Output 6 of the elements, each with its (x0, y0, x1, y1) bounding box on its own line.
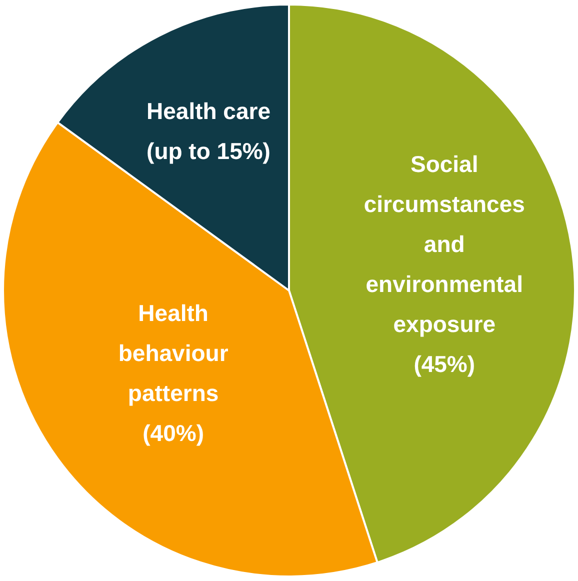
slice-label: Health care (146, 98, 271, 124)
data-label: (40%) (142, 420, 204, 446)
slice-label: Social circumstances and environmental exposure (364, 151, 525, 338)
slice-label: Health behaviour patterns (118, 300, 228, 406)
data-label: (up to 15%) (146, 138, 270, 164)
data-label: (45%) (414, 351, 476, 378)
